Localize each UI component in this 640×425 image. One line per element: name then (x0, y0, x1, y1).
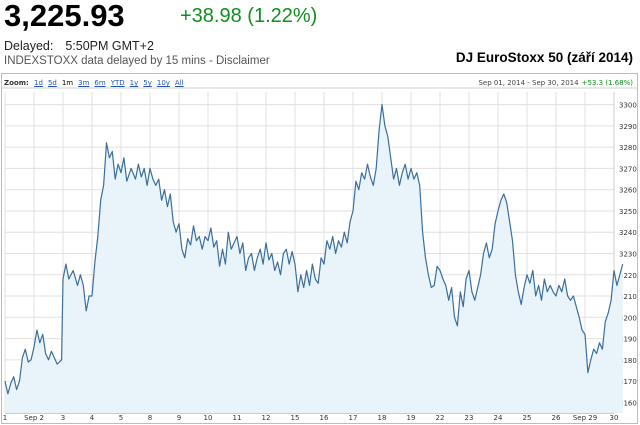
y-tick-label: 3300 (619, 102, 637, 110)
delayed-info: Delayed: 5:50PM GMT+2 (4, 39, 154, 53)
zoom-label: Zoom: (4, 79, 29, 87)
x-tick-label: 26 (552, 414, 561, 422)
y-tick-label: 3250 (619, 208, 637, 216)
x-tick-label: 16 (320, 414, 329, 422)
x-tick-label: 25 (523, 414, 532, 422)
x-tick-label: 22 (436, 414, 445, 422)
zoom-option-all[interactable]: All (174, 79, 184, 87)
x-tick-label: 3 (61, 414, 65, 422)
zoom-option-10y[interactable]: 10y (156, 79, 170, 87)
delayed-time: 5:50PM GMT+2 (65, 39, 154, 53)
zoom-option-1d[interactable]: 1d (34, 79, 43, 87)
x-tick-label: 4 (90, 414, 95, 422)
y-tick-label: 3210 (619, 293, 637, 301)
x-tick-label: 23 (465, 414, 474, 422)
series-area (5, 104, 623, 413)
data-disclaimer[interactable]: INDEXSTOXX data delayed by 15 mins - Dis… (4, 55, 270, 67)
zoom-option-3m[interactable]: 3m (78, 79, 90, 87)
y-tick-label: 3240 (619, 229, 637, 237)
zoom-option-5y[interactable]: 5y (143, 79, 152, 87)
x-tick-label: 15 (291, 414, 300, 422)
x-tick-label: 18 (378, 414, 387, 422)
price-change: +38.98 (1.22%) (180, 5, 318, 27)
x-tick-label: 30 (610, 414, 619, 422)
x-tick-label: 10 (204, 414, 213, 422)
x-tick-label: 8 (148, 414, 152, 422)
x-tick-label: Sep 2 (24, 414, 44, 422)
price-chart[interactable]: 3160 3170 3180 3190 3200 3210 3220 3230 3240 3250… (2, 74, 638, 423)
zoom-option-5d[interactable]: 5d (47, 79, 57, 87)
y-tick-label: 3160 (619, 399, 637, 407)
y-tick-label: 3290 (619, 123, 637, 131)
y-tick-label: 3230 (619, 251, 637, 259)
chart-title: DJ EuroStoxx 50 (září 2014) (455, 50, 633, 65)
y-tick-label: 3190 (619, 336, 637, 344)
x-tick-label: 5 (119, 414, 123, 422)
y-tick-label: 3170 (619, 378, 637, 386)
zoom-option-6m[interactable]: 6m (94, 79, 106, 87)
x-tick-label: 9 (177, 414, 181, 422)
x-tick-label: 24 (494, 414, 503, 422)
y-tick-label: 3180 (619, 357, 637, 365)
chart-container: 3160 3170 3180 3190 3200 3210 3220 3230 3240 3250… (1, 73, 638, 424)
zoom-option-ytd[interactable]: YTD (110, 79, 125, 87)
y-tick-label: 3200 (619, 314, 637, 322)
series-line (4, 104, 624, 395)
y-tick-label: 3280 (619, 144, 637, 152)
x-tick-label: 1 (3, 414, 7, 422)
y-tick-label: 3270 (619, 165, 637, 173)
delayed-label: Delayed: (4, 39, 54, 53)
y-tick-label: 3260 (619, 187, 637, 195)
x-tick-label: Sep 29 (573, 414, 597, 422)
x-tick-label: 17 (349, 414, 358, 422)
zoom-option-1m[interactable]: 1m (61, 79, 74, 87)
x-tick-label: 12 (262, 414, 271, 422)
range-text: Sep 01, 2014 - Sep 30, 2014 (478, 79, 579, 87)
range-change: +53.3 (1.68%) (581, 79, 633, 87)
zoom-bar: Zoom: 1d 5d 1m 3m 6m YTD 1y 5y 10y All (4, 79, 189, 87)
x-tick-label: 19 (407, 414, 416, 422)
y-tick-label: 3220 (619, 272, 637, 280)
x-tick-label: 11 (233, 414, 242, 422)
zoom-option-1y[interactable]: 1y (129, 79, 139, 87)
range-info: Sep 01, 2014 - Sep 30, 2014 +53.3 (1.68%) (478, 79, 633, 87)
price-value: 3,225.93 (4, 0, 125, 33)
